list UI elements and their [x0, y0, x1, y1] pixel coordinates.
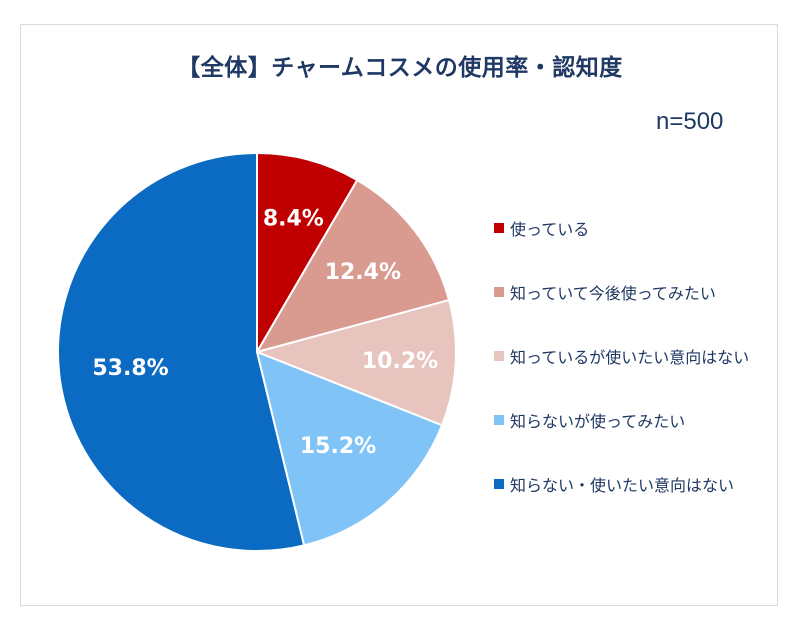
legend-item-5: 知らない・使いたい意向はない [494, 472, 734, 496]
legend-swatch [494, 415, 504, 425]
slice-value-label-2: 12.4% [325, 260, 401, 285]
sample-size-note: n=500 [656, 108, 724, 135]
pie-slice-5 [57, 151, 306, 552]
slice-value-label-5: 53.8% [92, 356, 168, 381]
pie-slice-3 [253, 298, 457, 427]
legend-item-3: 知っているが使いたい意向はない [494, 344, 749, 368]
legend-item-1: 使っている [494, 216, 589, 240]
slice-value-label-3: 10.2% [362, 349, 438, 374]
pie-slice-4 [255, 350, 444, 547]
legend-swatch [494, 351, 504, 361]
legend-swatch [494, 287, 504, 297]
slice-value-label-4: 15.2% [300, 434, 376, 459]
legend-item-4: 知らないが使ってみたい [494, 408, 685, 432]
chart-title: 【全体】チャームコスメの使用率・認知度 [177, 55, 623, 81]
legend-swatch [494, 479, 504, 489]
legend-swatch [494, 223, 504, 233]
legend-item-2: 知っていて今後使ってみたい [494, 280, 716, 304]
slice-value-label-1: 8.4% [263, 207, 324, 232]
legend-label: 使っている [510, 220, 590, 239]
legend-label: 知っているが使いたい意向はない [510, 348, 750, 367]
pie-slice-1 [256, 151, 359, 356]
legend-label: 知っていて今後使ってみたい [510, 284, 716, 303]
legend-label: 知らない・使いたい意向はない [510, 476, 735, 495]
pie-slice-2 [254, 178, 451, 354]
legend-label: 知らないが使ってみたい [510, 412, 686, 431]
